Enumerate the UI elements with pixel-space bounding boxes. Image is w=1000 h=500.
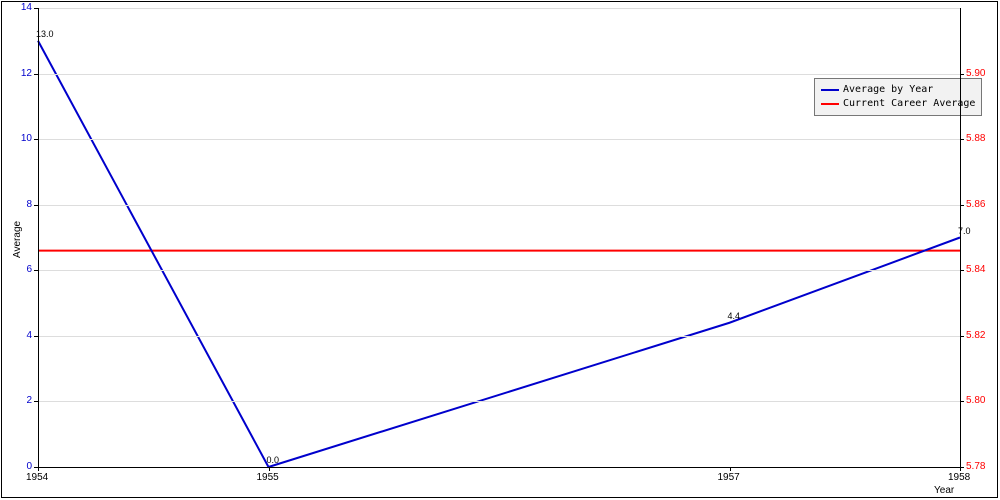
gridline-h xyxy=(38,401,960,402)
y-right-tick xyxy=(960,205,964,206)
y-left-tick-label: 6 xyxy=(14,264,32,275)
y-left-tick xyxy=(34,205,38,206)
x-axis-title: Year xyxy=(934,485,954,496)
x-tick-label: 1954 xyxy=(26,472,48,483)
y-left-tick-label: 0 xyxy=(14,461,32,472)
y-right-tick-label: 5.86 xyxy=(966,199,985,210)
gridline-h xyxy=(38,139,960,140)
y-left-tick-label: 12 xyxy=(14,68,32,79)
y-left-tick-label: 4 xyxy=(14,330,32,341)
x-tick-label: 1958 xyxy=(948,472,970,483)
y-axis-right-line xyxy=(960,8,961,467)
dual-axis-line-chart: Average by YearCurrent Career Average 19… xyxy=(0,0,1000,500)
y-left-tick xyxy=(34,74,38,75)
y-left-tick xyxy=(34,336,38,337)
y-left-axis-title: Average xyxy=(12,220,23,257)
legend: Average by YearCurrent Career Average xyxy=(814,78,982,116)
y-left-tick xyxy=(34,401,38,402)
y-right-tick-label: 5.84 xyxy=(966,264,985,275)
x-axis-line xyxy=(38,467,960,468)
y-left-tick-label: 10 xyxy=(14,133,32,144)
legend-item: Current Career Average xyxy=(821,97,975,111)
data-point-label: 0.0 xyxy=(267,455,280,465)
gridline-h xyxy=(38,205,960,206)
data-point-label: 4.4 xyxy=(728,311,741,321)
x-tick xyxy=(38,467,39,471)
y-right-tick xyxy=(960,336,964,337)
y-left-tick-label: 2 xyxy=(14,395,32,406)
legend-item: Average by Year xyxy=(821,83,975,97)
y-left-tick-label: 8 xyxy=(14,199,32,210)
y-left-tick xyxy=(34,139,38,140)
y-right-tick-label: 5.78 xyxy=(966,461,985,472)
gridline-h xyxy=(38,74,960,75)
y-right-tick-label: 5.90 xyxy=(966,68,985,79)
y-right-tick xyxy=(960,467,964,468)
y-left-tick xyxy=(34,8,38,9)
data-point-label: 13.0 xyxy=(36,29,54,39)
y-left-tick-label: 14 xyxy=(14,2,32,13)
gridline-h xyxy=(38,8,960,9)
y-right-tick-label: 5.82 xyxy=(966,330,985,341)
y-right-tick xyxy=(960,74,964,75)
x-tick-label: 1957 xyxy=(718,472,740,483)
legend-label: Current Career Average xyxy=(843,97,975,111)
y-left-tick xyxy=(34,270,38,271)
x-tick xyxy=(730,467,731,471)
y-right-tick xyxy=(960,401,964,402)
y-left-tick xyxy=(34,467,38,468)
series-lines xyxy=(0,0,1000,500)
y-right-tick-label: 5.88 xyxy=(966,133,985,144)
y-axis-left-line xyxy=(38,8,39,467)
legend-swatch xyxy=(821,89,839,91)
gridline-h xyxy=(38,336,960,337)
x-tick-label: 1955 xyxy=(257,472,279,483)
gridline-h xyxy=(38,270,960,271)
y-right-tick-label: 5.80 xyxy=(966,395,985,406)
data-point-label: 7.0 xyxy=(958,226,971,236)
legend-label: Average by Year xyxy=(843,83,933,97)
y-right-tick xyxy=(960,139,964,140)
legend-swatch xyxy=(821,103,839,105)
y-right-tick xyxy=(960,270,964,271)
x-tick xyxy=(269,467,270,471)
